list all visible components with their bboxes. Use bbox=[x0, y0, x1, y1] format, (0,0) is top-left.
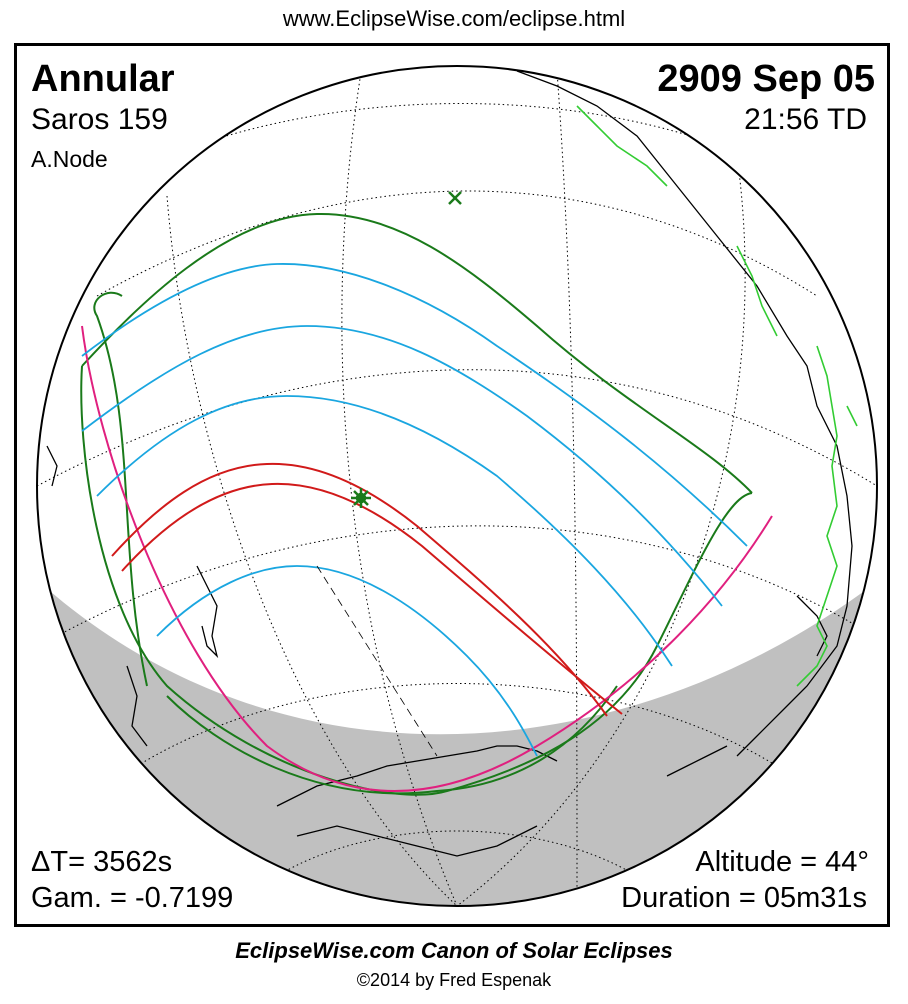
asterisk-marker-icon bbox=[351, 488, 371, 508]
political-borders bbox=[576, 105, 858, 687]
copyright: ©2014 by Fred Espenak bbox=[356, 970, 552, 990]
source-url[interactable]: www.EclipseWise.com/eclipse.html bbox=[282, 6, 626, 31]
delta-t: ΔT= 3562s bbox=[31, 846, 173, 878]
eclipse-time: 21:56 TD bbox=[744, 103, 867, 136]
night-shade bbox=[37, 561, 877, 906]
sun-altitude: Altitude = 44° bbox=[695, 846, 869, 878]
globe-map bbox=[36, 65, 878, 907]
penumbral-limits bbox=[80, 212, 753, 796]
eclipse-date: 2909 Sep 05 bbox=[657, 58, 875, 100]
central-path bbox=[111, 462, 623, 717]
eclipse-type: Annular bbox=[31, 58, 175, 100]
saros-series: Saros 159 bbox=[31, 103, 168, 136]
coastlines bbox=[46, 70, 853, 857]
gamma-value: Gam. = -0.7199 bbox=[31, 882, 234, 914]
globe-outline bbox=[36, 65, 878, 907]
graticule bbox=[37, 66, 877, 906]
magnitude-curves bbox=[81, 263, 748, 757]
rise-set-curve bbox=[81, 325, 773, 792]
x-marker-icon bbox=[448, 191, 462, 205]
central-duration: Duration = 05m31s bbox=[621, 882, 867, 914]
canon-title: EclipseWise.com Canon of Solar Eclipses bbox=[235, 938, 673, 963]
lunar-node: A.Node bbox=[31, 146, 108, 172]
shadow-axis-line bbox=[316, 565, 438, 757]
map-frame: Annular Saros 159 A.Node 2909 Sep 05 21:… bbox=[14, 43, 890, 927]
